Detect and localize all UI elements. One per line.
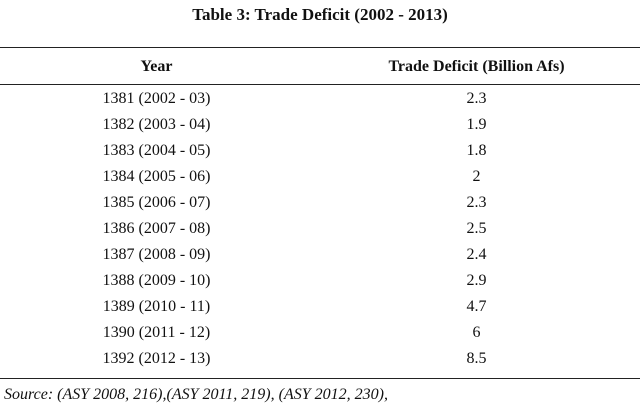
year-cell: 1389 (2010 - 11) (102, 298, 211, 315)
deficit-cell: 6 (472, 324, 481, 341)
table-header: Year Trade Deficit (Billion Afs) (0, 55, 640, 79)
table-row: 1386 (2007 - 08) 2.5 (0, 216, 640, 242)
table-row: 1382 (2003 - 04) 1.9 (0, 112, 640, 138)
year-cell: 1381 (2002 - 03) (102, 90, 211, 107)
deficit-cell: 1.8 (466, 142, 487, 159)
year-cell: 1385 (2006 - 07) (102, 194, 211, 211)
deficit-cell: 8.5 (466, 350, 487, 367)
table-row: 1388 (2009 - 10) 2.9 (0, 268, 640, 294)
table-row: 1389 (2010 - 11) 4.7 (0, 294, 640, 320)
year-cell: 1382 (2003 - 04) (102, 116, 211, 133)
year-cell: 1384 (2005 - 06) (102, 168, 211, 185)
deficit-cell: 1.9 (466, 116, 487, 133)
deficit-cell: 2 (472, 168, 481, 185)
table-row: 1381 (2002 - 03) 2.3 (0, 86, 640, 112)
deficit-cell: 4.7 (466, 298, 487, 315)
table-row: 1385 (2006 - 07) 2.3 (0, 190, 640, 216)
table-row: 1384 (2005 - 06) 2 (0, 164, 640, 190)
year-cell: 1390 (2011 - 12) (102, 324, 211, 341)
header-rule (0, 84, 640, 85)
year-cell: 1387 (2008 - 09) (102, 246, 211, 263)
year-cell: 1388 (2009 - 10) (102, 272, 211, 289)
year-cell: 1383 (2004 - 05) (102, 142, 211, 159)
deficit-cell: 2.5 (466, 220, 487, 237)
header-trade-deficit: Trade Deficit (Billion Afs) (388, 58, 565, 75)
table-row: 1392 (2012 - 13) 8.5 (0, 346, 640, 372)
year-cell: 1392 (2012 - 13) (102, 350, 211, 367)
deficit-cell: 2.3 (466, 90, 487, 107)
header-year: Year (140, 58, 173, 75)
year-cell: 1386 (2007 - 08) (102, 220, 211, 237)
deficit-cell: 2.9 (466, 272, 487, 289)
table-title: Table 3: Trade Deficit (2002 - 2013) (192, 5, 448, 24)
table-body: 1381 (2002 - 03) 2.3 1382 (2003 - 04) 1.… (0, 86, 640, 372)
table-row: 1387 (2008 - 09) 2.4 (0, 242, 640, 268)
deficit-cell: 2.4 (466, 246, 487, 263)
top-rule (0, 47, 640, 48)
table-row: 1390 (2011 - 12) 6 (0, 320, 640, 346)
source-note: Source: (ASY 2008, 216),(ASY 2011, 219),… (4, 386, 388, 403)
table-row: 1383 (2004 - 05) 1.8 (0, 138, 640, 164)
deficit-cell: 2.3 (466, 194, 487, 211)
bottom-rule (0, 378, 640, 379)
